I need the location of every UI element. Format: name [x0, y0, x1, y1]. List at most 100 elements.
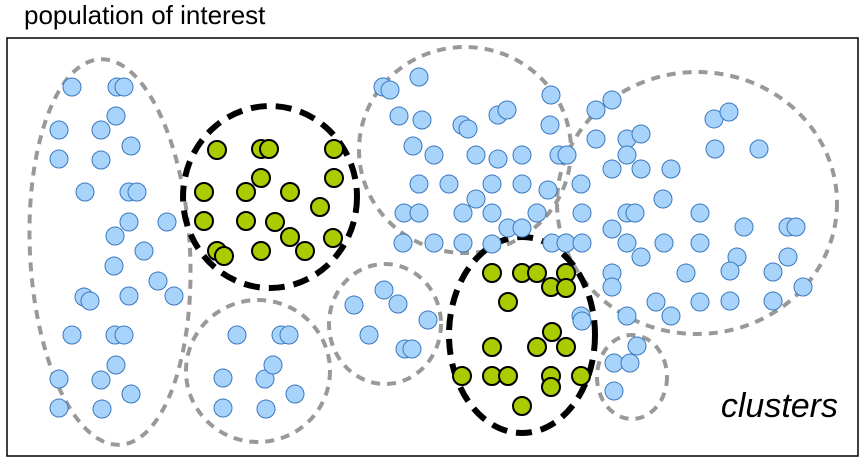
cluster-3-member — [458, 119, 478, 139]
cluster-4-member — [690, 233, 710, 253]
cluster-4-member — [749, 139, 769, 159]
cluster-7-member — [452, 366, 472, 386]
cluster-4-member — [653, 189, 673, 209]
cluster-3-member — [538, 180, 558, 200]
cluster-1-member — [164, 286, 184, 306]
cluster-2-member — [280, 227, 300, 247]
cluster-1-member — [106, 355, 126, 375]
cluster-1-member — [119, 212, 139, 232]
cluster-1-member — [80, 291, 100, 311]
cluster-3-member — [453, 233, 473, 253]
cluster-4-member — [676, 263, 696, 283]
cluster-4-member — [617, 306, 637, 326]
cluster-3-member — [409, 174, 429, 194]
cluster-5-member — [263, 355, 283, 375]
cluster-6-member — [344, 295, 364, 315]
cluster-1-member — [91, 150, 111, 170]
cluster-3-member — [512, 145, 532, 165]
cluster-2-member — [251, 241, 271, 261]
cluster-1-member — [119, 286, 139, 306]
cluster-7-member — [482, 263, 502, 283]
cluster-6-member — [359, 325, 379, 345]
cluster-4-member — [631, 159, 651, 179]
cluster-1-member — [49, 398, 69, 418]
cluster-7-member — [542, 322, 562, 342]
cluster-1-member — [148, 271, 168, 291]
cluster-1-member — [49, 369, 69, 389]
cluster-3-member — [497, 100, 517, 120]
cluster-4-member — [661, 306, 681, 326]
cluster-2-member — [295, 241, 315, 261]
cluster-2-member — [324, 168, 344, 188]
cluster-7-member — [556, 337, 576, 357]
cluster-1-member — [105, 226, 125, 246]
cluster-4-member — [793, 277, 813, 297]
cluster-3-member — [409, 67, 429, 87]
cluster-3-member — [482, 203, 502, 223]
cluster-4-member — [572, 233, 592, 253]
cluster-1-member — [92, 399, 112, 419]
cluster-4-member — [602, 277, 622, 297]
cluster-4-member — [586, 100, 606, 120]
cluster-3-member — [527, 203, 547, 223]
cluster-3-member — [512, 218, 532, 238]
cluster-4-member — [690, 203, 710, 223]
cluster-2-member — [259, 139, 279, 159]
cluster-4-member — [602, 219, 622, 239]
cluster-5-member — [213, 368, 233, 388]
cluster-3-member — [556, 233, 576, 253]
cluster-4-member — [617, 233, 637, 253]
cluster-4-member — [617, 145, 637, 165]
cluster-8-outline — [595, 333, 669, 421]
cluster-6-member — [418, 310, 438, 330]
cluster-7-member — [498, 366, 518, 386]
cluster-3-member — [409, 203, 429, 223]
cluster-4-member — [571, 174, 591, 194]
cluster-3-member — [557, 145, 577, 165]
cluster-4-member — [720, 261, 740, 281]
cluster-3-member — [403, 136, 423, 156]
cluster-3-member — [393, 233, 413, 253]
cluster-3-member — [482, 234, 502, 254]
cluster-1-member — [114, 77, 134, 97]
cluster-2-member — [323, 228, 343, 248]
cluster-1-member — [49, 149, 69, 169]
cluster-4-member — [646, 292, 666, 312]
cluster-2-member — [265, 212, 285, 232]
cluster-4-member — [654, 233, 674, 253]
cluster-7-member — [556, 278, 576, 298]
cluster-5-member — [256, 399, 276, 419]
cluster-2-member — [207, 140, 227, 160]
cluster-3-member — [380, 80, 400, 100]
cluster-4-member — [625, 203, 645, 223]
cluster-2-member — [194, 211, 214, 231]
cluster-1-member — [75, 182, 95, 202]
cluster-4-member — [778, 247, 798, 267]
cluster-4-member — [705, 139, 725, 159]
cluster-4-member — [602, 159, 622, 179]
cluster-7-member — [498, 292, 518, 312]
cluster-1-member — [62, 77, 82, 97]
cluster-1-member — [91, 370, 111, 390]
cluster-1-member — [91, 120, 111, 140]
diagram-title: population of interest — [24, 0, 266, 30]
cluster-4-outline — [555, 70, 839, 336]
cluster-1-member — [104, 256, 124, 276]
cluster-7-member — [541, 377, 561, 397]
cluster-8-member — [627, 336, 647, 356]
cluster-1-member — [134, 241, 154, 261]
cluster-3-member — [424, 145, 444, 165]
cluster-3-member — [412, 110, 432, 130]
cluster-3-member — [424, 233, 444, 253]
cluster-3-member — [488, 149, 508, 169]
cluster-4-member — [786, 217, 806, 237]
cluster-2-member — [214, 246, 234, 266]
population-frame — [6, 37, 859, 457]
cluster-4-member — [734, 217, 754, 237]
cluster-7-member — [512, 396, 532, 416]
cluster-6-member — [374, 280, 394, 300]
cluster-6-member — [402, 339, 422, 359]
cluster-1-member — [49, 120, 69, 140]
cluster-4-member — [586, 129, 606, 149]
